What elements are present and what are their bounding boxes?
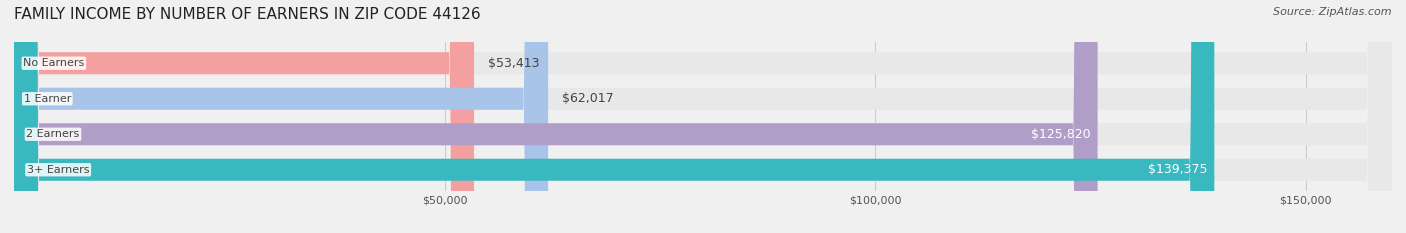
- FancyBboxPatch shape: [14, 0, 1392, 233]
- Text: $139,375: $139,375: [1147, 163, 1208, 176]
- Text: Source: ZipAtlas.com: Source: ZipAtlas.com: [1274, 7, 1392, 17]
- Text: $62,017: $62,017: [562, 92, 613, 105]
- Text: 2 Earners: 2 Earners: [27, 129, 80, 139]
- Text: 3+ Earners: 3+ Earners: [27, 165, 90, 175]
- Text: $125,820: $125,820: [1031, 128, 1091, 141]
- FancyBboxPatch shape: [14, 0, 1392, 233]
- Text: 1 Earner: 1 Earner: [24, 94, 70, 104]
- FancyBboxPatch shape: [14, 0, 1215, 233]
- Text: FAMILY INCOME BY NUMBER OF EARNERS IN ZIP CODE 44126: FAMILY INCOME BY NUMBER OF EARNERS IN ZI…: [14, 7, 481, 22]
- Text: $53,413: $53,413: [488, 57, 540, 70]
- FancyBboxPatch shape: [14, 0, 1392, 233]
- FancyBboxPatch shape: [14, 0, 1392, 233]
- FancyBboxPatch shape: [14, 0, 474, 233]
- FancyBboxPatch shape: [14, 0, 1098, 233]
- FancyBboxPatch shape: [14, 0, 548, 233]
- Text: No Earners: No Earners: [24, 58, 84, 68]
